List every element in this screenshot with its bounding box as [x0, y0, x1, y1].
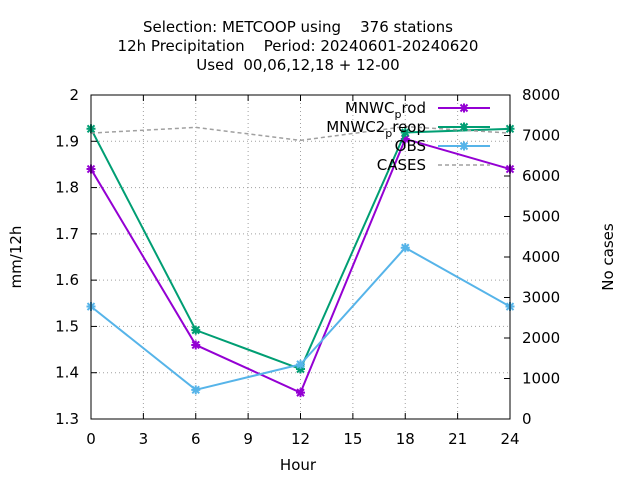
data-point-obs — [400, 243, 410, 253]
y-axis-label: mm/12h — [7, 226, 25, 289]
series-cases — [90, 125, 511, 142]
legend-entry-mnwc2-preop: MNWC2preop — [326, 118, 490, 140]
data-point-mnwc-prod — [400, 134, 410, 144]
legend-entry-mnwc-prod: MNWCprod — [345, 99, 490, 121]
legend-entry-cases: CASES — [377, 156, 490, 174]
y2-tick-label: 7000 — [522, 127, 560, 145]
y2-tick-label: 1000 — [522, 370, 560, 388]
series-line-mnwc-prod — [90, 137, 511, 394]
x-axis-label: Hour — [280, 456, 317, 474]
y-tick-label: 1.5 — [55, 317, 79, 335]
y-tick-label: 1.4 — [55, 364, 79, 382]
y2-tick-label: 8000 — [522, 86, 560, 104]
x-tick-label: 15 — [343, 430, 362, 448]
chart-title-line-1: Selection: METCOOP using 376 stations — [143, 18, 453, 36]
data-point-obs — [191, 385, 201, 395]
x-tick-label: 12 — [291, 430, 310, 448]
x-tick-label: 24 — [500, 430, 519, 448]
y-tick-label: 1.6 — [55, 271, 79, 289]
y-tick-label: 1.8 — [55, 179, 79, 197]
data-point-mnwc2-preop — [191, 325, 201, 335]
legend-label-obs: OBS — [395, 137, 426, 155]
legend-marker-mnwc-prod — [459, 103, 469, 113]
legend-label-mnwc-prod: MNWCprod — [345, 99, 426, 121]
y2-axis-label: No cases — [599, 223, 617, 291]
data-point-mnwc-prod — [191, 340, 201, 350]
data-point-mnwc2-preop — [296, 364, 305, 374]
x-tick-label: 0 — [86, 430, 96, 448]
series-line-cases — [90, 125, 511, 142]
y2-tick-label: 4000 — [522, 248, 560, 266]
y2-tick-label: 3000 — [522, 289, 560, 307]
x-tick-label: 3 — [139, 430, 149, 448]
series-mnwc-prod — [86, 134, 515, 398]
legend-marker-obs — [459, 141, 469, 151]
y-tick-label: 2 — [69, 86, 79, 104]
chart-title-line-2: 12h Precipitation Period: 20240601-20240… — [118, 37, 479, 55]
y2-tick-label: 0 — [522, 410, 532, 428]
data-point-mnwc-prod — [296, 388, 305, 398]
y-tick-label: 1.7 — [55, 225, 79, 243]
legend-label-cases: CASES — [377, 156, 426, 174]
x-tick-label: 6 — [191, 430, 201, 448]
x-tick-label: 18 — [396, 430, 415, 448]
legend-marker-mnwc2-preop — [459, 122, 469, 132]
legend-label-mnwc2-preop: MNWC2preop — [326, 118, 426, 140]
y2-tick-label: 5000 — [522, 208, 560, 226]
data-point-obs — [296, 359, 305, 369]
axis-ticks: 0 3 6 9 12 15 18 21 24 1.3 1.4 1.5 1.6 1.7 1.8 1.9 2 0 100… — [55, 86, 560, 448]
legend-entry-obs: OBS — [395, 137, 490, 155]
y2-tick-label: 6000 — [522, 167, 560, 185]
series-layer — [86, 124, 515, 398]
data-point-mnwc2-preop — [400, 127, 410, 137]
y-tick-label: 1.9 — [55, 132, 79, 150]
chart-title-line-3: Used 00,06,12,18 + 12-00 — [196, 56, 399, 74]
y-tick-label: 1.3 — [55, 410, 79, 428]
y2-tick-label: 2000 — [522, 329, 560, 347]
series-mnwc2-preop — [86, 124, 515, 374]
x-tick-label: 21 — [448, 430, 467, 448]
x-tick-label: 9 — [243, 430, 253, 448]
